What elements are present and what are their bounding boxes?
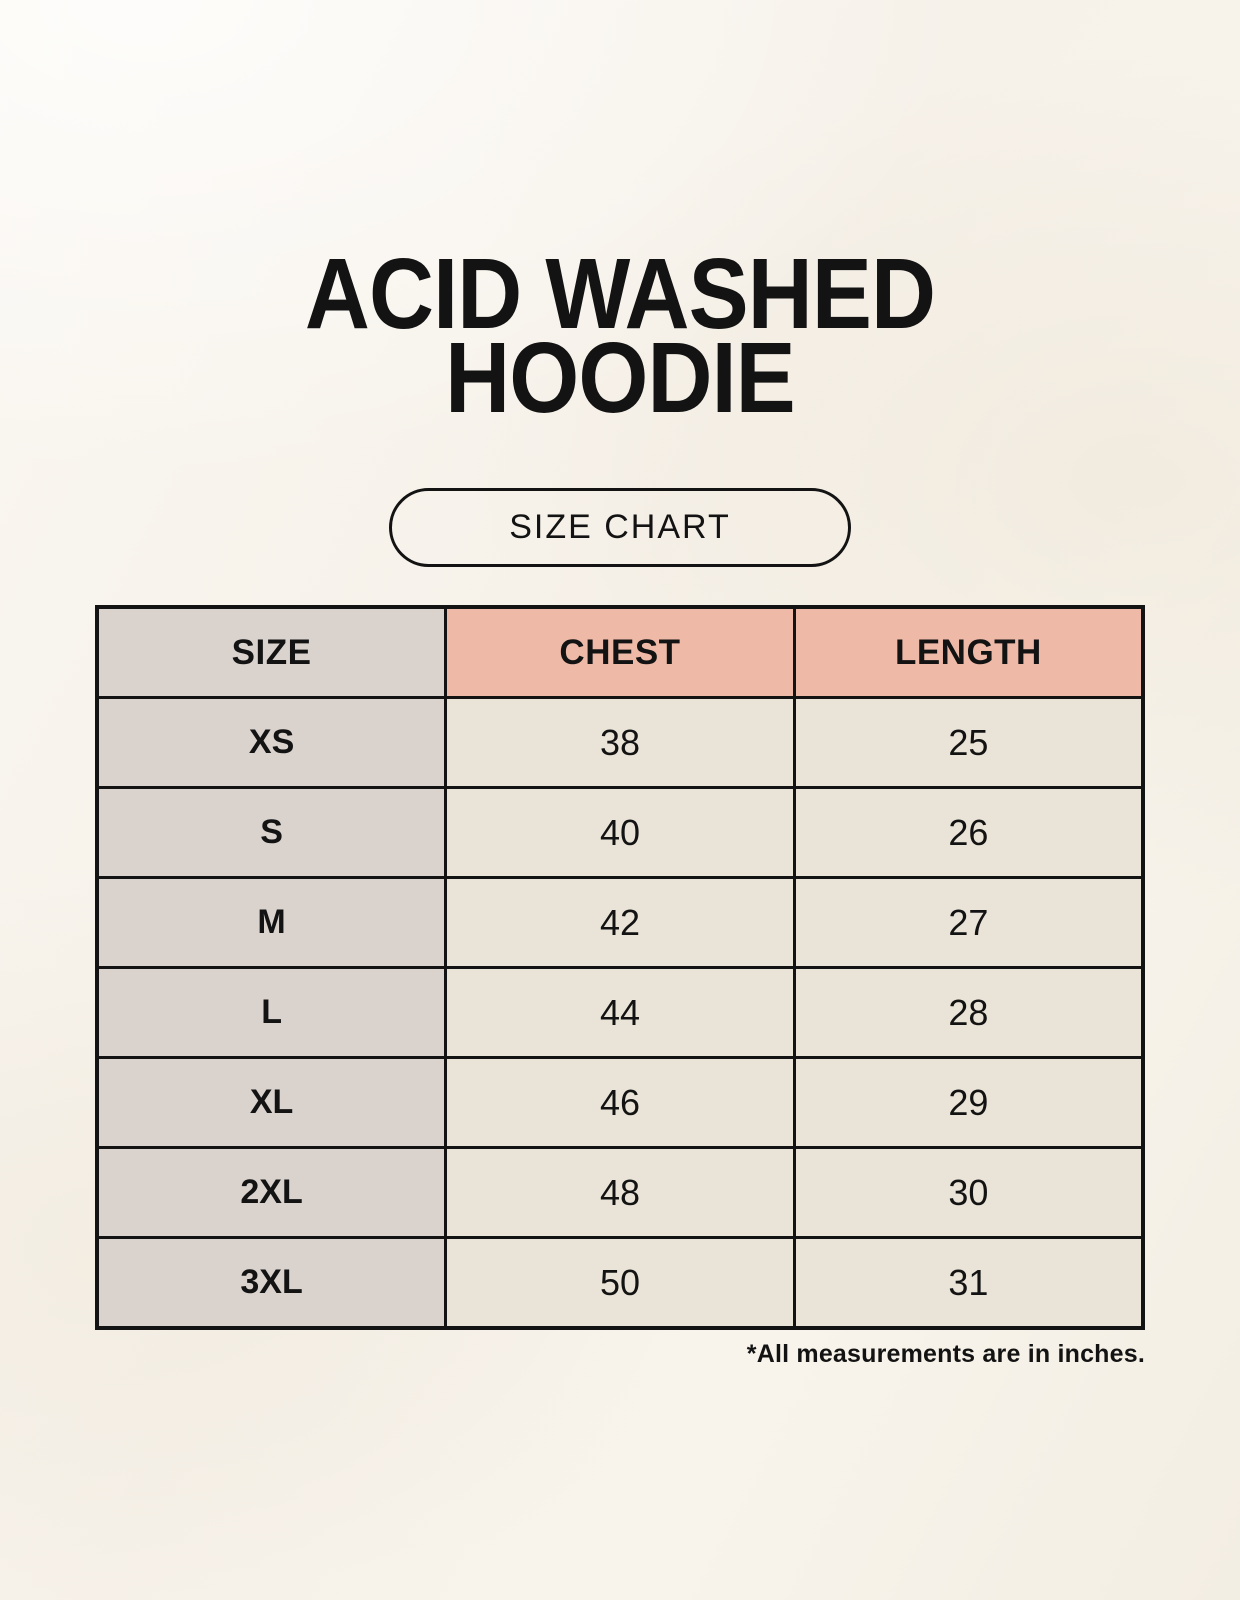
chest-value-cell: 46: [444, 1056, 796, 1149]
table-row-s: S 40 26: [95, 786, 1145, 879]
table-row-xl: XL 46 29: [95, 1056, 1145, 1149]
length-value-cell: 26: [792, 786, 1145, 879]
size-label-cell: 3XL: [95, 1236, 448, 1330]
product-title: ACID WASHED HOODIE: [62, 0, 1178, 434]
size-label-cell: 2XL: [95, 1146, 448, 1239]
length-value-cell: 31: [792, 1236, 1145, 1330]
length-value-cell: 27: [792, 876, 1145, 969]
length-value-cell: 29: [792, 1056, 1145, 1149]
column-header-size: SIZE: [95, 605, 448, 699]
size-chart-table-header: SIZE CHEST LENGTH: [95, 605, 1145, 699]
column-header-length: LENGTH: [792, 605, 1145, 699]
size-label-cell: XS: [95, 696, 448, 789]
size-chart-button[interactable]: SIZE CHART: [389, 488, 851, 567]
size-label-cell: L: [95, 966, 448, 1059]
size-label-cell: M: [95, 876, 448, 969]
table-row-2xl: 2XL 48 30: [95, 1146, 1145, 1239]
table-row-xs: XS 38 25: [95, 696, 1145, 789]
length-value-cell: 25: [792, 696, 1145, 789]
product-title-line-2: HOODIE: [445, 322, 796, 434]
column-header-chest: CHEST: [444, 605, 796, 699]
header-row: SIZE CHEST LENGTH: [95, 605, 1145, 699]
product-title-line-1: ACID WASHED: [304, 238, 936, 350]
table-row-l: L 44 28: [95, 966, 1145, 1059]
size-chart-table-body: XS 38 25 S 40 26 M 42 27 L 44 28 XL 46: [95, 696, 1145, 1330]
table-row-m: M 42 27: [95, 876, 1145, 969]
chest-value-cell: 38: [444, 696, 796, 789]
chest-value-cell: 48: [444, 1146, 796, 1239]
chest-value-cell: 44: [444, 966, 796, 1059]
size-label-cell: XL: [95, 1056, 448, 1149]
size-label-cell: S: [95, 786, 448, 879]
length-value-cell: 30: [792, 1146, 1145, 1239]
length-value-cell: 28: [792, 966, 1145, 1059]
measurements-footnote: *All measurements are in inches.: [746, 1340, 1145, 1368]
chest-value-cell: 50: [444, 1236, 796, 1330]
size-chart-table: SIZE CHEST LENGTH XS 38 25 S 40 26 M 42 …: [95, 605, 1145, 1330]
size-chart-button-row: SIZE CHART: [0, 488, 1240, 567]
chest-value-cell: 42: [444, 876, 796, 969]
table-row-3xl: 3XL 50 31: [95, 1236, 1145, 1330]
chest-value-cell: 40: [444, 786, 796, 879]
